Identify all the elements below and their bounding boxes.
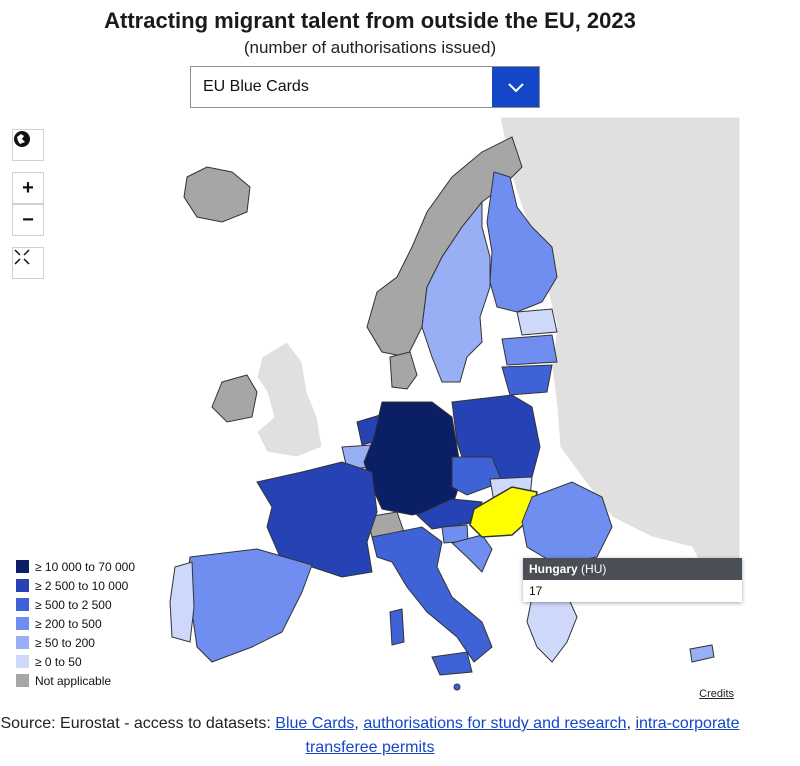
zoom-in-button[interactable]: + <box>12 172 44 204</box>
legend-item[interactable]: Not applicable <box>16 671 150 690</box>
region-italy[interactable] <box>371 526 493 663</box>
legend-label: ≥ 0 to 50 <box>35 654 82 669</box>
legend-label: ≥ 500 to 2 500 <box>35 597 112 612</box>
dataset-select-button[interactable] <box>492 67 539 107</box>
source-separator: , <box>354 715 364 732</box>
legend-label: Not applicable <box>35 673 112 688</box>
tooltip-value: 17 <box>529 584 543 598</box>
source-link-blue-cards[interactable]: Blue Cards <box>275 715 355 732</box>
region-united-kingdom[interactable] <box>256 341 323 458</box>
tooltip-code: (HU) <box>581 562 607 576</box>
collapse-icon <box>14 249 30 265</box>
region-croatia[interactable] <box>450 534 493 573</box>
region-spain[interactable] <box>186 548 313 663</box>
source-link-ict-permits[interactable]: intra-corporate transferee permits <box>305 715 740 756</box>
map-legend: ≥ 10 000 to 70 000 ≥ 2 500 to 10 000 ≥ 500… <box>12 553 150 692</box>
credits-link[interactable]: Credits <box>699 688 734 700</box>
region-sardinia[interactable] <box>389 608 405 646</box>
zoom-out-button[interactable]: − <box>12 204 44 236</box>
page-subtitle: (number of authorisations issued) <box>243 38 497 57</box>
chevron-down-icon <box>507 83 524 93</box>
legend-item[interactable]: ≥ 500 to 2 500 <box>16 595 150 614</box>
region-hungary[interactable] <box>469 486 538 538</box>
legend-item[interactable]: ≥ 10 000 to 70 000 <box>16 557 150 576</box>
region-latvia[interactable] <box>501 334 558 366</box>
dataset-select[interactable]: EU Blue Cards <box>190 66 540 108</box>
legend-label: ≥ 2 500 to 10 000 <box>35 578 129 593</box>
legend-swatch <box>16 655 29 668</box>
region-sicily[interactable] <box>431 651 473 676</box>
region-cyprus[interactable] <box>689 644 715 663</box>
region-ireland[interactable] <box>211 374 258 423</box>
region-lithuania[interactable] <box>501 364 553 396</box>
region-denmark[interactable] <box>389 351 418 390</box>
dataset-select-value: EU Blue Cards <box>203 78 309 95</box>
legend-label: ≥ 50 to 200 <box>35 635 95 650</box>
legend-swatch <box>16 674 29 687</box>
legend-swatch <box>16 617 29 630</box>
tooltip-header: Hungary (HU) <box>523 558 742 580</box>
region-romania[interactable] <box>521 481 613 566</box>
region-france[interactable] <box>256 461 378 578</box>
europe-map[interactable] <box>12 117 740 704</box>
region-germany[interactable] <box>363 401 463 516</box>
region-portugal[interactable] <box>169 561 195 643</box>
source-separator: , <box>626 715 636 732</box>
legend-swatch <box>16 579 29 592</box>
region-sweden[interactable] <box>421 200 491 383</box>
region-finland[interactable] <box>486 171 558 313</box>
legend-swatch <box>16 636 29 649</box>
legend-swatch <box>16 598 29 611</box>
source-link-study-research[interactable]: authorisations for study and research <box>363 715 627 732</box>
legend-label: ≥ 200 to 500 <box>35 616 102 631</box>
page-title: Attracting migrant talent from outside t… <box>104 8 636 33</box>
legend-label: ≥ 10 000 to 70 000 <box>35 559 136 574</box>
region-estonia[interactable] <box>516 308 558 336</box>
region-iceland[interactable] <box>183 166 251 223</box>
region-norway[interactable] <box>366 136 523 358</box>
region-greece[interactable] <box>526 594 578 663</box>
legend-swatch <box>16 560 29 573</box>
legend-item[interactable]: ≥ 50 to 200 <box>16 633 150 652</box>
legend-item[interactable]: ≥ 200 to 500 <box>16 614 150 633</box>
globe-button[interactable] <box>12 129 44 161</box>
source-prefix: Source: Eurostat - access to datasets: <box>0 715 276 732</box>
reset-view-button[interactable] <box>12 247 44 279</box>
region-malta[interactable] <box>453 683 461 691</box>
tooltip-country: Hungary <box>529 562 578 576</box>
legend-item[interactable]: ≥ 0 to 50 <box>16 652 150 671</box>
globe-icon <box>14 131 30 147</box>
map-tooltip: Hungary (HU) 17 <box>523 558 742 602</box>
source-note: Source: Eurostat - access to datasets: B… <box>0 712 740 760</box>
region-czechia[interactable] <box>451 456 503 496</box>
legend-item[interactable]: ≥ 2 500 to 10 000 <box>16 576 150 595</box>
